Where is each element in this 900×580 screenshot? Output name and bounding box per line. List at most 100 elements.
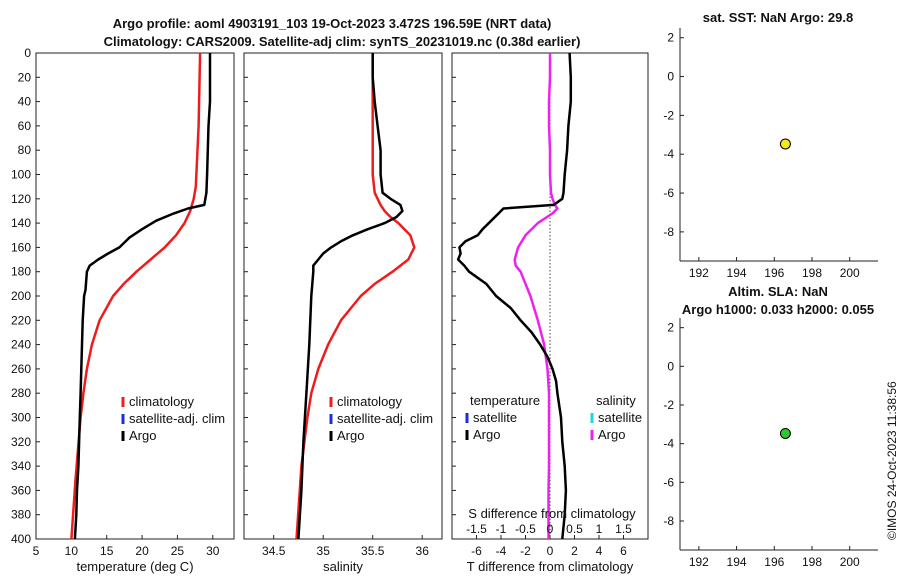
ytick-label: 300	[11, 411, 31, 425]
x2tick-label: 0.5	[566, 522, 583, 536]
x2label: S difference from climatology	[468, 506, 636, 521]
panel-sla: 2 0 -2 -4 -6 -8 192 194 196 198 200 Altim. SLA: NaN…	[663, 284, 878, 569]
ytick-label: 360	[11, 483, 31, 497]
series-argo	[297, 53, 404, 540]
legend-label: satellite	[473, 410, 517, 425]
ytick-label: 400	[11, 532, 31, 546]
x2tick-label: 0	[547, 522, 554, 536]
series-temperature-argo	[456, 52, 573, 540]
x2tick-label: -1	[496, 522, 507, 536]
ytick-label: 240	[11, 338, 31, 352]
xtick-label: -2	[520, 544, 531, 558]
ytick-label: 320	[11, 435, 31, 449]
xlabel-salinity: salinity	[323, 559, 363, 574]
figure-title-line1: Argo profile: aoml 4903191_103 19-Oct-20…	[113, 16, 552, 31]
figure-title-line2: Climatology: CARS2009. Satellite-adj cli…	[104, 34, 581, 49]
ytick-label: 340	[11, 459, 31, 473]
ytick-label: 60	[18, 119, 32, 133]
ytick-label: -4	[663, 147, 674, 161]
ytick-label: 180	[11, 265, 31, 279]
plot-area: 0204060801001201401601802002202402602803…	[11, 10, 878, 574]
ytick-label: -6	[663, 475, 674, 489]
legend-label: satellite	[598, 410, 642, 425]
ytick-label: 140	[11, 216, 31, 230]
timestamp: ©IMOS 24-Oct-2023 11:38:56	[885, 381, 899, 540]
xtick-label: 5	[33, 544, 40, 558]
xtick-label: 198	[802, 555, 822, 569]
x2tick-label: -0.5	[515, 522, 536, 536]
xtick-label: 10	[65, 544, 79, 558]
legend-label: Argo	[473, 427, 500, 442]
x2tick-label: 1	[596, 522, 603, 536]
xtick-label: 15	[100, 544, 114, 558]
legend-label: climatology	[337, 394, 403, 409]
ytick-label: 2	[667, 321, 674, 335]
series-salinity-argo	[513, 53, 559, 539]
ytick-label: 160	[11, 240, 31, 254]
marker-sst	[779, 138, 791, 150]
title-sst: sat. SST: NaN Argo: 29.8	[703, 10, 854, 25]
ytick-label: 200	[11, 289, 31, 303]
ytick-label: -2	[663, 398, 674, 412]
ytick-label: 0	[667, 359, 674, 373]
title2-sla: Argo h1000: 0.033 h2000: 0.055	[682, 302, 874, 317]
ytick-label: 260	[11, 362, 31, 376]
series-argo	[73, 53, 212, 540]
xtick-label: -4	[496, 544, 507, 558]
xtick-label: 20	[135, 544, 149, 558]
marker-sla	[779, 427, 791, 439]
xtick-label: 198	[802, 266, 822, 280]
ytick-label: 120	[11, 192, 31, 206]
legend-header-temperature: temperature	[470, 393, 540, 408]
xtick-label: 2	[571, 544, 578, 558]
xtick-label: 30	[206, 544, 220, 558]
ytick-label: 100	[11, 168, 31, 182]
legend-label: Argo	[598, 427, 625, 442]
xtick-label: 200	[840, 266, 860, 280]
legend-label: Argo	[129, 428, 156, 443]
xtick-label: 192	[689, 555, 709, 569]
legend-label: satellite-adj. clim	[337, 411, 433, 426]
legend-label: satellite-adj. clim	[129, 411, 225, 426]
panel-temperature: 0 20 40 60 80 100 120 140 160 180 200 220 240 260 280 3…	[11, 46, 235, 574]
xtick-label: -6	[471, 544, 482, 558]
ytick-label: -8	[663, 514, 674, 528]
ytick-label: 380	[11, 508, 31, 522]
series-climatology	[295, 53, 416, 540]
xlabel-difference: T difference from climatology	[467, 559, 634, 574]
ytick-label: -8	[663, 225, 674, 239]
series-climatology	[70, 52, 202, 540]
xtick-label: 36	[416, 544, 430, 558]
ytick-label: 20	[18, 70, 32, 84]
legend-header-salinity: salinity	[596, 393, 636, 408]
ytick-label: -4	[663, 437, 674, 451]
ytick-label: -6	[663, 186, 674, 200]
xtick-label: 35.5	[361, 544, 385, 558]
ytick-label: 2	[667, 31, 674, 45]
xtick-label: 35	[317, 544, 331, 558]
ytick-label: -2	[663, 108, 674, 122]
xtick-label: 4	[596, 544, 603, 558]
xtick-label: 194	[727, 555, 747, 569]
axes-box-salinity	[243, 52, 443, 540]
axes-box-temperature	[35, 52, 235, 540]
title-sla: Altim. SLA: NaN	[728, 284, 828, 299]
xtick-label: 25	[171, 544, 185, 558]
ytick-label: 220	[11, 313, 31, 327]
panel-salinity: 34.5 35 35.5 36 salinity climatology satellite…	[243, 52, 443, 574]
legend-label: climatology	[129, 394, 195, 409]
xtick-label: 200	[840, 555, 860, 569]
panel-sst: 2 0 -2 -4 -6 -8 192 194 196 198 200 sat. SST: NaN A…	[663, 10, 878, 280]
xtick-label: 196	[764, 555, 784, 569]
ytick-label: 0	[667, 70, 674, 84]
xtick-label: 196	[764, 266, 784, 280]
x2tick-label: 1.5	[615, 522, 632, 536]
x2tick-label: -1.5	[466, 522, 487, 536]
xtick-label: 6	[620, 544, 627, 558]
xtick-label: 192	[689, 266, 709, 280]
ytick-label: 40	[18, 95, 32, 109]
xlabel-temperature: temperature (deg C)	[76, 559, 193, 574]
xtick-label: 34.5	[262, 544, 286, 558]
ytick-label: 280	[11, 386, 31, 400]
